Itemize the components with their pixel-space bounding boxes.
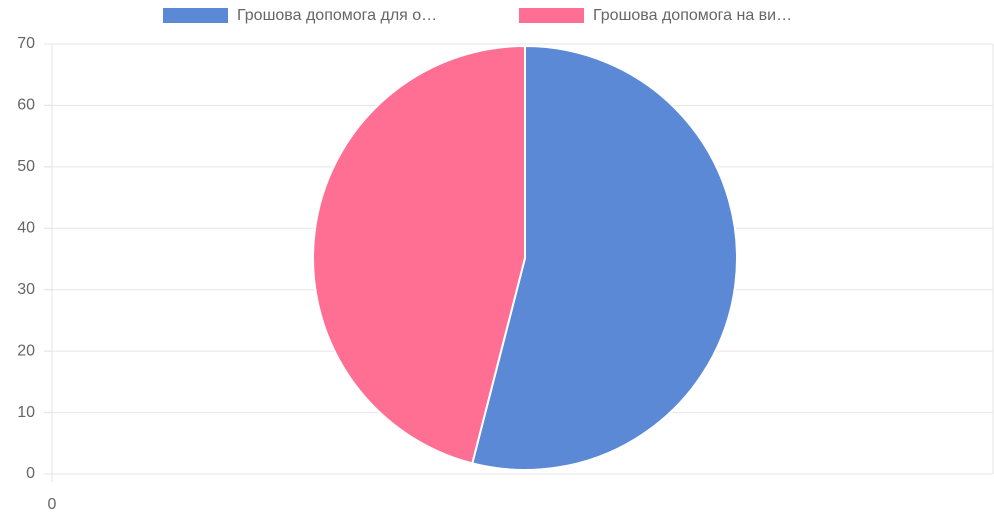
legend-label: Грошова допомога для о… xyxy=(237,7,437,24)
y-tick-label: 40 xyxy=(17,220,35,237)
y-tick-label: 10 xyxy=(17,404,35,421)
legend-swatch xyxy=(163,8,228,23)
y-tick-label: 70 xyxy=(17,35,35,52)
legend-label: Грошова допомога на ви… xyxy=(593,7,792,24)
y-tick-label: 20 xyxy=(17,342,35,359)
y-tick-label: 0 xyxy=(26,465,35,482)
y-tick-label: 50 xyxy=(17,158,35,175)
y-tick-label: 30 xyxy=(17,281,35,298)
x-tick-label: 0 xyxy=(48,496,57,513)
y-tick-label: 60 xyxy=(17,97,35,114)
pie-slice xyxy=(471,44,738,471)
pie-slice xyxy=(312,44,526,465)
legend-swatch xyxy=(519,8,584,23)
